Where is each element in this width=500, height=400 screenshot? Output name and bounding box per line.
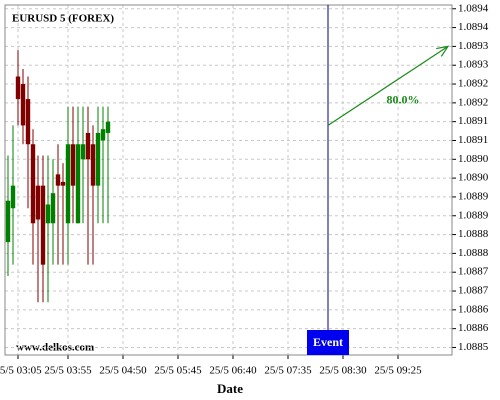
- y-tick-label: 1.0886: [458, 303, 489, 315]
- candle-body: [80, 144, 86, 160]
- candle-body: [40, 185, 46, 265]
- y-tick-label: 1.0890: [458, 172, 489, 184]
- x-tick-label: 25/5 05:45: [154, 365, 202, 377]
- y-tick-label: 1.0890: [458, 153, 489, 165]
- x-tick-label: 25/5 06:40: [209, 365, 257, 377]
- candle-body: [15, 76, 21, 100]
- candle-body: [10, 185, 16, 209]
- x-tick-label: 25/5 08:30: [319, 365, 367, 377]
- y-tick-label: 1.0893: [458, 40, 489, 52]
- x-axis-label: Date: [217, 381, 243, 396]
- candle-body: [70, 144, 76, 186]
- x-tick-label: 25/5 03:55: [44, 365, 92, 377]
- y-tick-label: 1.0894: [458, 21, 489, 33]
- x-tick-label: 25/5 04:50: [99, 365, 147, 377]
- x-tick-label: 25/5 03:05: [0, 365, 42, 377]
- y-tick-label: 1.0892: [458, 96, 488, 108]
- event-box: [307, 330, 349, 355]
- candle-body: [65, 144, 71, 224]
- y-tick-label: 1.0885: [458, 341, 489, 353]
- candle-body: [5, 200, 11, 243]
- candle-body: [105, 121, 111, 133]
- y-tick-label: 1.0887: [458, 285, 489, 297]
- y-tick-label: 1.0886: [458, 322, 489, 334]
- y-tick-label: 1.0889: [458, 190, 489, 202]
- arrow-head: [436, 45, 450, 57]
- candle-body: [50, 193, 56, 224]
- y-tick-label: 1.0892: [458, 78, 488, 90]
- x-tick-label: 25/5 07:35: [264, 365, 312, 377]
- projection-line: [327, 45, 449, 126]
- y-tick-label: 1.0891: [458, 134, 488, 146]
- plot-frame: [4, 4, 453, 356]
- candle-body: [45, 204, 51, 224]
- candle-body: [30, 144, 36, 224]
- candle-body: [60, 181, 66, 186]
- y-tick-label: 1.0889: [458, 209, 489, 221]
- candle-body: [95, 132, 101, 186]
- x-tick-label: 25/5 09:25: [374, 365, 422, 377]
- y-tick-label: 1.0887: [458, 266, 489, 278]
- y-tick-label: 1.0893: [458, 59, 489, 71]
- candle-body: [55, 174, 61, 186]
- candle-body: [20, 84, 26, 126]
- y-tick-label: 1.0888: [458, 247, 489, 259]
- y-tick-label: 1.0888: [458, 228, 489, 240]
- candle-body: [25, 99, 31, 145]
- candle-body: [75, 144, 81, 224]
- candle-body: [100, 129, 106, 141]
- candle-body: [85, 132, 91, 160]
- y-tick-label: 1.0891: [458, 115, 488, 127]
- chart-title: EURUSD 5 (FOREX): [12, 13, 114, 25]
- projection-label: 80.0%: [387, 93, 420, 107]
- candle-body: [90, 144, 96, 186]
- candle-body: [35, 185, 41, 220]
- y-tick-label: 1.0894: [458, 2, 489, 14]
- event-label: Event: [313, 335, 343, 349]
